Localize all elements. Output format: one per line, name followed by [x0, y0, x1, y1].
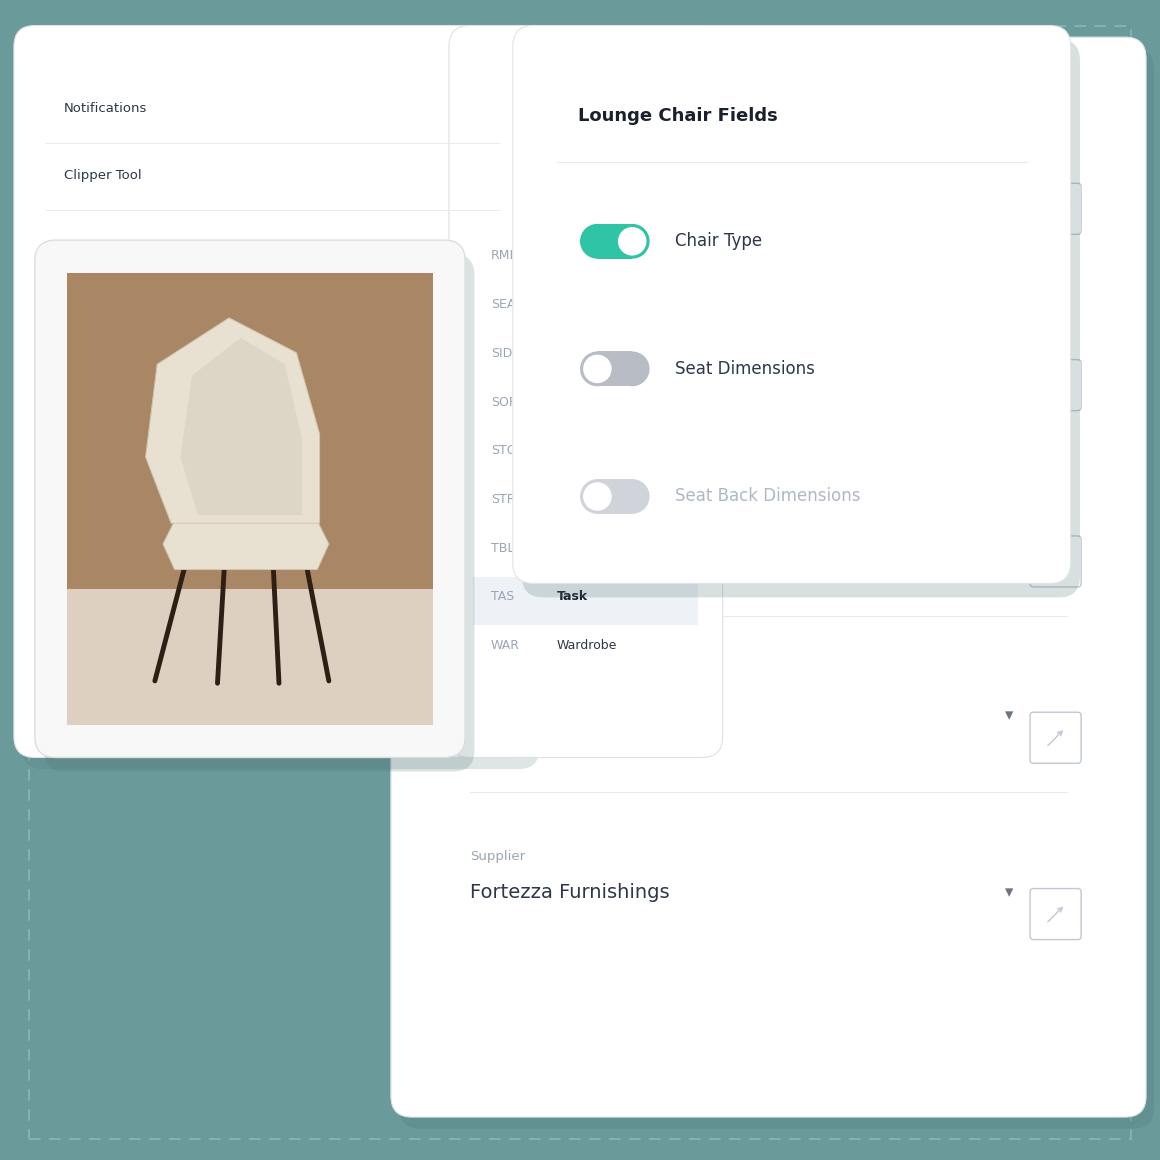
Text: Seat Dimensions: Seat Dimensions [675, 360, 815, 378]
Text: Schedule: Schedule [470, 321, 531, 334]
Circle shape [580, 479, 615, 514]
Text: +: + [1063, 202, 1071, 211]
Text: RMD: RMD [491, 249, 520, 262]
Text: PLU: PLU [145, 590, 168, 603]
Bar [67, 589, 433, 725]
Circle shape [615, 351, 650, 386]
Bar [597, 224, 632, 259]
Text: Manufacturer: Manufacturer [470, 674, 559, 687]
Text: Fortezza Furnishings: Fortezza Furnishings [470, 706, 669, 725]
Text: ▾: ▾ [1005, 177, 1014, 196]
Bar [67, 273, 433, 599]
Text: FUR: FUR [145, 347, 171, 360]
Text: OTH: OTH [145, 542, 172, 554]
Text: Equipment: Equipment [249, 249, 317, 262]
Bar [41, 333, 505, 382]
Text: WAR: WAR [491, 639, 520, 652]
FancyBboxPatch shape [35, 240, 465, 757]
Text: Sideb...: Sideb... [557, 347, 604, 360]
Text: Stora...: Stora... [557, 493, 602, 506]
Text: Wardrobe: Wardrobe [557, 639, 617, 652]
Text: WAL: WAL [145, 688, 172, 701]
Text: Hardware: Hardware [249, 396, 310, 408]
Text: Area: Area [470, 145, 501, 158]
Text: Lounge Chair: Lounge Chair [470, 530, 599, 549]
Text: ▾: ▾ [1005, 883, 1014, 901]
Text: Soft Goods: Soft Goods [249, 639, 318, 652]
Text: SFG: SFG [145, 639, 169, 652]
Text: Table...: Table... [557, 542, 601, 554]
Text: EQU: EQU [145, 249, 172, 262]
Text: SOF: SOF [491, 396, 516, 408]
Text: SEA: SEA [491, 298, 515, 311]
Text: ▾: ▾ [1005, 530, 1014, 549]
Text: STO: STO [491, 444, 516, 457]
Text: TBL: TBL [491, 542, 514, 554]
Text: Clipper Tool: Clipper Tool [64, 169, 142, 182]
FancyBboxPatch shape [44, 254, 474, 771]
Text: ▾: ▾ [1005, 706, 1014, 725]
Text: Plumbing: Plumbing [249, 590, 307, 603]
Circle shape [583, 483, 611, 510]
Circle shape [618, 227, 646, 255]
Text: Stool: Stool [557, 444, 588, 457]
Text: Lighting: Lighting [249, 444, 300, 457]
Text: Flooring: Flooring [249, 298, 299, 311]
Text: Fortezza Furnishings: Fortezza Furnishings [470, 883, 669, 901]
Text: Chair Type: Chair Type [675, 232, 762, 251]
Text: MAT: MAT [145, 493, 171, 506]
Text: HAR: HAR [145, 396, 172, 408]
Text: Notifications: Notifications [64, 102, 147, 115]
Text: SID: SID [491, 347, 512, 360]
Text: Lobby, Lounge, Cinema: Lobby, Lounge, Cinema [470, 177, 698, 196]
Text: Lounge Chair Fields: Lounge Chair Fields [578, 107, 777, 125]
Text: STR: STR [491, 493, 515, 506]
Text: ▾: ▾ [1005, 354, 1014, 372]
Polygon shape [146, 318, 319, 523]
Polygon shape [181, 338, 302, 515]
Text: Wall Covering: Wall Covering [249, 688, 335, 701]
Text: Material: Material [249, 493, 300, 506]
Bar [597, 351, 632, 386]
Text: Furniture: Furniture [470, 354, 557, 372]
Circle shape [615, 479, 650, 514]
Text: Seati...: Seati... [557, 298, 601, 311]
Circle shape [615, 224, 650, 259]
Circle shape [580, 224, 615, 259]
FancyBboxPatch shape [513, 26, 1071, 583]
Text: Seat Back Dimensions: Seat Back Dimensions [675, 487, 861, 506]
Text: TAS: TAS [491, 590, 514, 603]
Circle shape [583, 355, 611, 383]
Text: LIG: LIG [145, 444, 166, 457]
Text: Type: Type [470, 498, 500, 510]
Bar [473, 577, 698, 625]
FancyBboxPatch shape [391, 37, 1146, 1117]
Text: Supplier: Supplier [470, 850, 525, 863]
Circle shape [580, 351, 615, 386]
FancyBboxPatch shape [22, 37, 539, 769]
Text: Furniture: Furniture [249, 347, 314, 360]
FancyBboxPatch shape [522, 39, 1080, 597]
Text: Other: Other [249, 542, 285, 554]
FancyBboxPatch shape [399, 49, 1154, 1129]
Text: Task: Task [557, 590, 588, 603]
Polygon shape [162, 521, 329, 570]
Bar [597, 479, 632, 514]
Text: Room...: Room... [557, 249, 604, 262]
Text: FLO: FLO [145, 298, 168, 311]
FancyBboxPatch shape [14, 26, 531, 757]
FancyBboxPatch shape [449, 26, 723, 757]
Text: Sofa: Sofa [557, 396, 585, 408]
Bar [67, 273, 433, 725]
